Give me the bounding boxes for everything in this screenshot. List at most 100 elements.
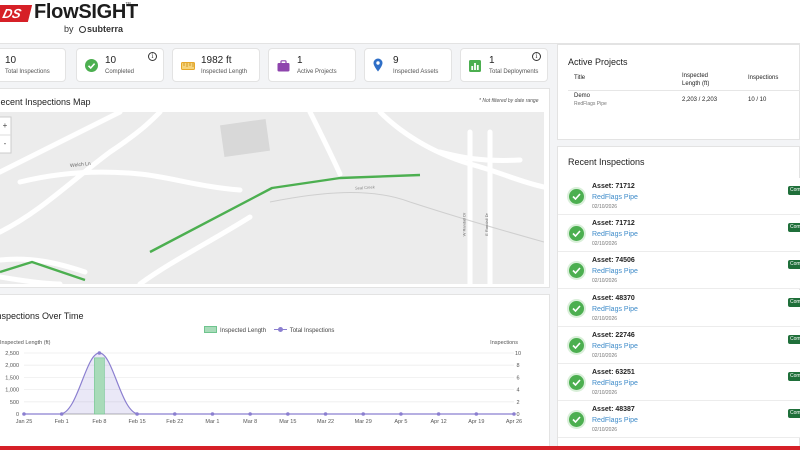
x-tick-label: Jan 25 xyxy=(16,419,33,425)
chart-legend[interactable]: Inspected Length Total Inspections xyxy=(204,326,334,334)
app-header: DS FlowSIGHT ™ by subterra xyxy=(0,0,800,44)
inspection-project-link[interactable]: RedFlags Pipe xyxy=(592,306,638,313)
x-tick-label: Mar 8 xyxy=(243,419,257,425)
inspection-row[interactable]: Asset: 71712 RedFlags Pipe 02/10/2026 Compl… xyxy=(558,215,800,252)
project-inspections: 10 / 10 xyxy=(748,97,767,103)
inspections-point xyxy=(97,351,102,355)
inspection-date: 02/10/2026 xyxy=(592,316,618,322)
inspections-map[interactable]: + - Welch Ln Seal Creek W Randall Dr E R… xyxy=(0,109,547,287)
stat-card-completed[interactable]: 10 Completed i xyxy=(76,48,164,82)
partner-line: by subterra xyxy=(64,24,123,34)
status-badge: Completed xyxy=(788,298,800,307)
stat-card-total-deployments[interactable]: 1 Total Deployments i xyxy=(460,48,548,82)
inspection-row[interactable]: Asset: 48387 RedFlags Pipe 02/10/2026 Compl… xyxy=(558,401,800,438)
inspection-asset[interactable]: Asset: 48370 xyxy=(592,295,635,302)
legend-swatch-total xyxy=(273,326,287,333)
ruler-icon xyxy=(181,62,195,70)
inspections-point xyxy=(512,412,516,416)
x-tick-label: Mar 29 xyxy=(355,419,372,425)
inspection-project-link[interactable]: RedFlags Pipe xyxy=(592,231,638,238)
inspection-asset[interactable]: Asset: 74506 xyxy=(592,257,635,264)
divider xyxy=(568,90,800,91)
map-canvas[interactable] xyxy=(0,109,547,287)
active-projects-panel: Active Projects Title Inspected Length (… xyxy=(557,44,800,140)
inspection-project-link[interactable]: RedFlags Pipe xyxy=(592,343,638,350)
inspection-row[interactable]: Asset: 63251 RedFlags Pipe 02/10/2026 Compl… xyxy=(558,364,800,401)
inspection-date: 02/10/2026 xyxy=(592,241,618,247)
inspection-asset[interactable]: Asset: 71712 xyxy=(592,220,635,227)
stat-value: 1982 ft xyxy=(201,55,232,66)
trademark: ™ xyxy=(125,2,131,8)
check-circle-icon xyxy=(569,338,584,353)
y2-tick-label: 10 xyxy=(515,351,521,357)
stat-card-inspected-assets[interactable]: 9 Inspected Assets xyxy=(364,48,452,82)
inspection-row[interactable]: Asset: 22746 RedFlags Pipe 02/10/2026 Compl… xyxy=(558,327,800,364)
x-tick-label: Apr 5 xyxy=(394,419,407,425)
y2-tick-label: 4 xyxy=(516,388,519,394)
inspection-asset[interactable]: Asset: 48387 xyxy=(592,406,635,413)
x-tick-label: Apr 26 xyxy=(506,419,522,425)
app-name[interactable]: FlowSIGHT xyxy=(34,1,138,23)
inspection-asset[interactable]: Asset: 71712 xyxy=(592,183,635,190)
stat-value: 10 xyxy=(5,55,17,66)
inspection-date: 02/10/2026 xyxy=(592,427,618,433)
x-tick-label: Mar 22 xyxy=(317,419,334,425)
chart-panel xyxy=(0,294,550,450)
street-label: E Randall Dr xyxy=(483,213,489,236)
info-icon[interactable]: i xyxy=(148,52,157,61)
check-circle-icon xyxy=(569,226,584,241)
stat-value: 1 xyxy=(297,55,303,66)
inspection-date: 02/10/2026 xyxy=(592,278,618,284)
pipeline-route[interactable] xyxy=(0,173,421,282)
x-tick-label: Feb 15 xyxy=(129,419,146,425)
x-tick-label: Feb 1 xyxy=(55,419,69,425)
inspection-date: 02/10/2026 xyxy=(592,390,618,396)
inspections-chart[interactable]: Inspected Length (ft) Inspections 2,500 10 2… xyxy=(0,336,550,448)
inspection-project-link[interactable]: RedFlags Pipe xyxy=(592,417,638,424)
check-circle-icon xyxy=(569,263,584,278)
column-header-length[interactable]: Inspected Length (ft) xyxy=(682,73,710,87)
zoom-out-button[interactable]: - xyxy=(3,139,7,148)
inspection-project-link[interactable]: RedFlags Pipe xyxy=(592,380,638,387)
stat-card-inspected-length[interactable]: 1982 ft Inspected Length xyxy=(172,48,260,82)
partner-logo-icon xyxy=(79,26,87,33)
check-circle-icon xyxy=(569,412,584,427)
inspections-point xyxy=(59,412,64,416)
length-bar xyxy=(94,357,105,415)
stat-label: Inspected Assets xyxy=(393,69,439,75)
stat-label: Inspected Length xyxy=(201,69,248,75)
inspections-point xyxy=(248,412,252,416)
stat-card-total-inspections[interactable]: 10 Total Inspections xyxy=(0,48,66,82)
legend-swatch-length xyxy=(204,326,217,333)
column-header-title[interactable]: Title xyxy=(574,75,586,81)
y-tick-label: 2,500 xyxy=(5,351,19,357)
status-badge: Completed xyxy=(788,335,800,344)
stat-label: Total Inspections xyxy=(5,69,50,75)
x-tick-label: Apr 12 xyxy=(431,419,447,425)
brand-logo-badge[interactable]: DS xyxy=(0,5,33,22)
stat-card-active-projects[interactable]: 1 Active Projects xyxy=(268,48,356,82)
inspection-project-link[interactable]: RedFlags Pipe xyxy=(592,194,638,201)
y-tick-label: 1,500 xyxy=(5,375,19,381)
building-shape xyxy=(219,118,271,158)
inspection-project-link[interactable]: RedFlags Pipe xyxy=(592,268,638,275)
inspection-asset[interactable]: Asset: 63251 xyxy=(592,369,635,376)
by-text: by xyxy=(64,24,74,34)
project-title[interactable]: Demo xyxy=(574,93,591,99)
inspection-row[interactable]: Asset: 48370 RedFlags Pipe 02/10/2026 Compl… xyxy=(558,290,800,327)
check-circle-icon xyxy=(569,375,584,390)
map-title: Recent Inspections Map xyxy=(0,97,91,107)
stat-value: 10 xyxy=(105,55,117,66)
info-icon[interactable]: i xyxy=(532,52,541,61)
y-tick-label: 2,000 xyxy=(5,363,19,369)
inspections-point xyxy=(22,412,26,416)
inspection-row[interactable]: Asset: 71712 RedFlags Pipe 02/10/2026 Compl… xyxy=(558,178,800,215)
zoom-in-button[interactable]: + xyxy=(2,121,8,130)
y-tick-label: 0 xyxy=(16,412,19,418)
column-header-inspections[interactable]: Inspections xyxy=(748,75,779,81)
status-badge: Completed xyxy=(788,409,800,418)
y2-tick-label: 6 xyxy=(516,375,519,381)
status-badge: Completed xyxy=(788,372,800,381)
inspection-asset[interactable]: Asset: 22746 xyxy=(592,332,635,339)
inspection-row[interactable]: Asset: 74506 RedFlags Pipe 02/10/2026 Compl… xyxy=(558,252,800,289)
